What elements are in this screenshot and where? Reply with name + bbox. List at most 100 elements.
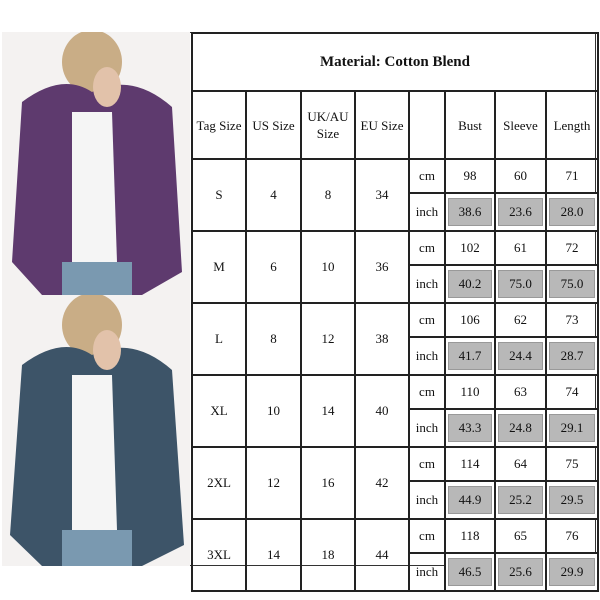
- uk-au-size-cell: 10: [300, 230, 356, 304]
- tag-size-cell: M: [191, 230, 247, 304]
- length-inch-cell: 75.0: [545, 264, 599, 304]
- eu-size-cell: 34: [354, 158, 410, 232]
- eu-size-cell: 44: [354, 518, 410, 592]
- eu-size-cell: 40: [354, 374, 410, 448]
- us-size-cell: 12: [245, 446, 302, 520]
- header-tag-size: Tag Size: [191, 90, 247, 160]
- length-inch-cell: 29.5: [545, 480, 599, 520]
- length-inch-value: 28.7: [549, 342, 595, 370]
- sleeve-inch-cell: 25.6: [494, 552, 547, 592]
- bust-cm-cell: 110: [444, 374, 496, 410]
- bust-inch-cell: 44.9: [444, 480, 496, 520]
- sleeve-inch-cell: 23.6: [494, 192, 547, 232]
- size-row-cm: XL 10 14 40 cm 110 63 74: [191, 374, 599, 448]
- header-row: Tag Size US Size UK/AU Size EU Size Bust…: [191, 90, 599, 160]
- us-size-cell: 8: [245, 302, 302, 376]
- sleeve-inch-value: 24.4: [498, 342, 543, 370]
- header-length: Length: [545, 90, 599, 160]
- us-size-cell: 10: [245, 374, 302, 448]
- length-inch-cell: 28.7: [545, 336, 599, 376]
- unit-inch: inch: [408, 480, 446, 520]
- bust-inch-value: 40.2: [448, 270, 492, 298]
- uk-au-size-cell: 18: [300, 518, 356, 592]
- length-inch-value: 28.0: [549, 198, 595, 226]
- tag-size-cell: 3XL: [191, 518, 247, 592]
- length-cm-cell: 75: [545, 446, 599, 482]
- product-photo-blue: [2, 295, 190, 566]
- header-us-size: US Size: [245, 90, 302, 160]
- sleeve-inch-value: 24.8: [498, 414, 543, 442]
- length-inch-cell: 28.0: [545, 192, 599, 232]
- length-cm-cell: 71: [545, 158, 599, 194]
- bust-inch-cell: 43.3: [444, 408, 496, 448]
- bust-inch-cell: 38.6: [444, 192, 496, 232]
- bust-cm-cell: 106: [444, 302, 496, 338]
- unit-inch: inch: [408, 336, 446, 376]
- tag-size-cell: XL: [191, 374, 247, 448]
- bust-inch-cell: 46.5: [444, 552, 496, 592]
- sleeve-inch-value: 75.0: [498, 270, 543, 298]
- sleeve-inch-cell: 24.8: [494, 408, 547, 448]
- bust-inch-value: 46.5: [448, 558, 492, 586]
- length-inch-value: 29.9: [549, 558, 595, 586]
- bust-inch-value: 38.6: [448, 198, 492, 226]
- unit-inch: inch: [408, 264, 446, 304]
- sleeve-cm-cell: 61: [494, 230, 547, 266]
- unit-cm: cm: [408, 230, 446, 266]
- unit-cm: cm: [408, 518, 446, 554]
- sleeve-cm-cell: 64: [494, 446, 547, 482]
- sleeve-inch-cell: 24.4: [494, 336, 547, 376]
- bust-inch-value: 44.9: [448, 486, 492, 514]
- size-row-inch: inch 46.5 25.6 29.9: [192, 552, 599, 592]
- bust-cm-cell: 114: [444, 446, 496, 482]
- unit-cm: cm: [408, 374, 446, 410]
- bust-inch-value: 41.7: [448, 342, 492, 370]
- size-row-inch: inch 38.6 23.6 28.0: [192, 192, 599, 232]
- length-inch-value: 29.1: [549, 414, 595, 442]
- header-bust: Bust: [444, 90, 496, 160]
- us-size-cell: 14: [245, 518, 302, 592]
- length-cm-cell: 73: [545, 302, 599, 338]
- tag-size-cell: 2XL: [191, 446, 247, 520]
- length-cm-cell: 76: [545, 518, 599, 554]
- length-cm-cell: 74: [545, 374, 599, 410]
- size-chart-table: Material: Cotton Blend Tag Size US Size …: [191, 32, 599, 592]
- us-size-cell: 4: [245, 158, 302, 232]
- size-row-inch: inch 40.2 75.0 75.0: [192, 264, 599, 304]
- sleeve-inch-value: 25.6: [498, 558, 543, 586]
- bust-inch-cell: 40.2: [444, 264, 496, 304]
- sleeve-cm-cell: 63: [494, 374, 547, 410]
- length-cm-cell: 72: [545, 230, 599, 266]
- header-uk-au-size: UK/AU Size: [300, 90, 356, 160]
- uk-au-size-cell: 14: [300, 374, 356, 448]
- header-sleeve: Sleeve: [494, 90, 547, 160]
- eu-size-cell: 42: [354, 446, 410, 520]
- size-row-cm: 3XL 14 18 44 cm 118 65 76: [191, 518, 599, 592]
- header-unit: [408, 90, 446, 160]
- size-row-cm: S 4 8 34 cm 98 60 71: [191, 158, 599, 232]
- tag-size-cell: L: [191, 302, 247, 376]
- bust-inch-cell: 41.7: [444, 336, 496, 376]
- material-title: Material: Cotton Blend: [191, 32, 599, 92]
- size-row-inch: inch 41.7 24.4 28.7: [192, 336, 599, 376]
- bust-cm-cell: 118: [444, 518, 496, 554]
- uk-au-size-cell: 8: [300, 158, 356, 232]
- sleeve-inch-cell: 75.0: [494, 264, 547, 304]
- uk-au-size-cell: 12: [300, 302, 356, 376]
- length-inch-cell: 29.9: [545, 552, 599, 592]
- size-row-inch: inch 43.3 24.8 29.1: [192, 408, 599, 448]
- bust-inch-value: 43.3: [448, 414, 492, 442]
- unit-cm: cm: [408, 158, 446, 194]
- length-inch-value: 75.0: [549, 270, 595, 298]
- length-inch-value: 29.5: [549, 486, 595, 514]
- sleeve-inch-value: 23.6: [498, 198, 543, 226]
- tag-size-cell: S: [191, 158, 247, 232]
- uk-au-size-cell: 16: [300, 446, 356, 520]
- product-photo-purple: [2, 32, 190, 295]
- sleeve-cm-cell: 62: [494, 302, 547, 338]
- unit-inch: inch: [408, 552, 446, 592]
- bust-cm-cell: 102: [444, 230, 496, 266]
- bust-cm-cell: 98: [444, 158, 496, 194]
- sleeve-inch-value: 25.2: [498, 486, 543, 514]
- eu-size-cell: 36: [354, 230, 410, 304]
